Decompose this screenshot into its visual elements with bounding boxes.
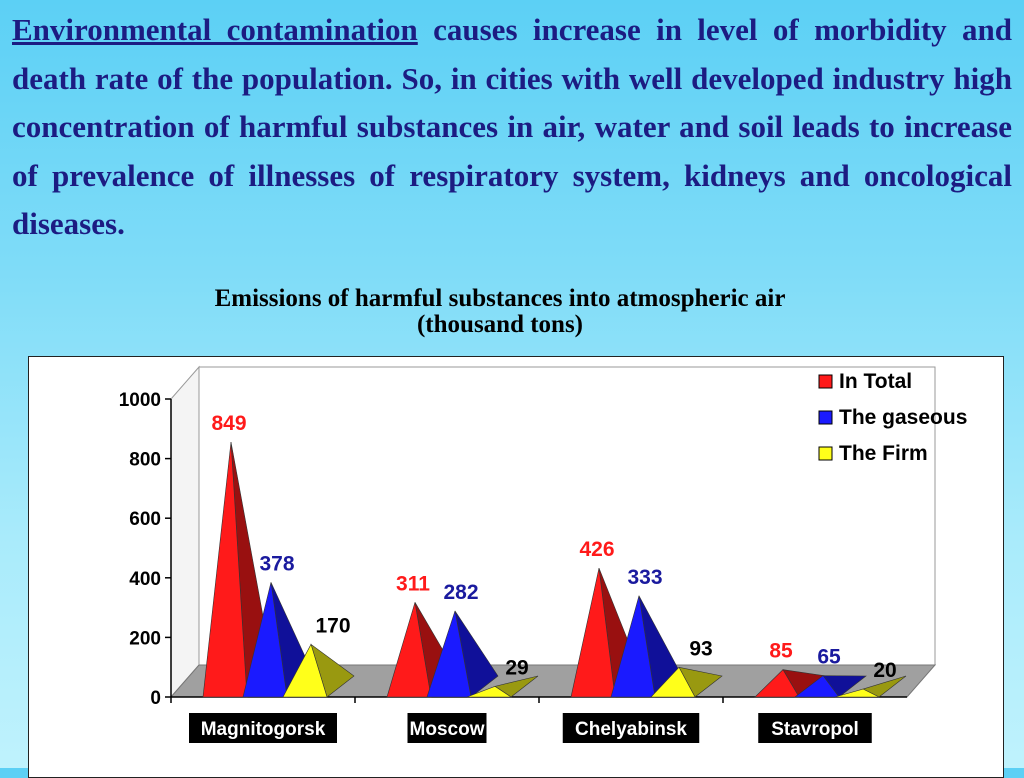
y-tick-label: 800	[129, 450, 161, 471]
pyramid-the-firm	[650, 666, 696, 698]
legend-swatch-the-gaseous	[818, 410, 833, 425]
legend-label-the-firm: The Firm	[839, 442, 928, 465]
pyramid-in-total	[754, 669, 800, 698]
data-label: 378	[259, 552, 294, 575]
data-label: 29	[505, 656, 528, 679]
legend-label-in-total: In Total	[839, 370, 912, 393]
category-label-bg	[407, 713, 487, 743]
data-label: 170	[315, 614, 350, 637]
y-tick-label: 0	[150, 688, 161, 709]
y-tick-label: 1000	[119, 390, 161, 411]
chart-panel: 0 200 400 600 800 1000 849 378 170 Magnitogorsk 31…	[28, 356, 1004, 778]
data-label: 282	[443, 581, 478, 604]
data-label: 311	[396, 572, 430, 595]
category-label: Moscow	[410, 719, 485, 740]
legend-label-the-gaseous: The gaseous	[839, 406, 967, 429]
y-tick-label: 200	[129, 628, 161, 649]
data-label: 426	[579, 538, 614, 561]
category-label-bg	[189, 713, 337, 743]
pyramid-in-total	[570, 567, 616, 698]
pyramid-the-gaseous	[242, 582, 288, 698]
pyramid-in-total	[202, 441, 248, 698]
data-label: 20	[873, 659, 896, 682]
data-label: 65	[817, 646, 841, 669]
data-label: 93	[689, 637, 712, 660]
category-label-bg	[758, 713, 872, 743]
y-tick-label: 600	[129, 509, 161, 530]
category-label: Chelyabinsk	[575, 719, 687, 740]
chart-svg: 0 200 400 600 800 1000 849 378 170 Magnitogorsk 31…	[119, 365, 967, 743]
pyramid-the-gaseous	[426, 610, 472, 698]
plot-side-wall	[170, 365, 200, 699]
pyramid-the-firm	[466, 686, 512, 698]
legend-swatch-the-firm	[818, 446, 833, 461]
category-label-bg	[562, 713, 700, 743]
data-label: 85	[769, 640, 793, 663]
pyramid-the-gaseous	[610, 595, 656, 698]
intro-body: causes increase in level of morbidity an…	[12, 12, 1013, 241]
intro-lead: Environmental contamination	[12, 12, 418, 47]
intro-paragraph: Environmental contamination causes incre…	[12, 6, 1012, 249]
chart-title-line2: (thousand tons)	[416, 311, 584, 338]
pyramid-the-gaseous	[794, 675, 840, 698]
data-label: 849	[211, 412, 246, 435]
category-label: Magnitogorsk	[201, 719, 326, 740]
category-label: Stavropol	[771, 719, 859, 740]
legend-swatch-in-total	[818, 374, 833, 389]
pyramid-in-total	[386, 602, 432, 698]
data-label: 333	[627, 566, 662, 589]
chart-title: Emissions of harmful substances into atm…	[0, 286, 1000, 338]
chart-title-line1: Emissions of harmful substances into atm…	[214, 285, 786, 312]
pyramid-the-firm	[834, 688, 880, 698]
y-tick-label: 400	[129, 569, 161, 590]
pyramid-the-firm	[282, 643, 328, 698]
